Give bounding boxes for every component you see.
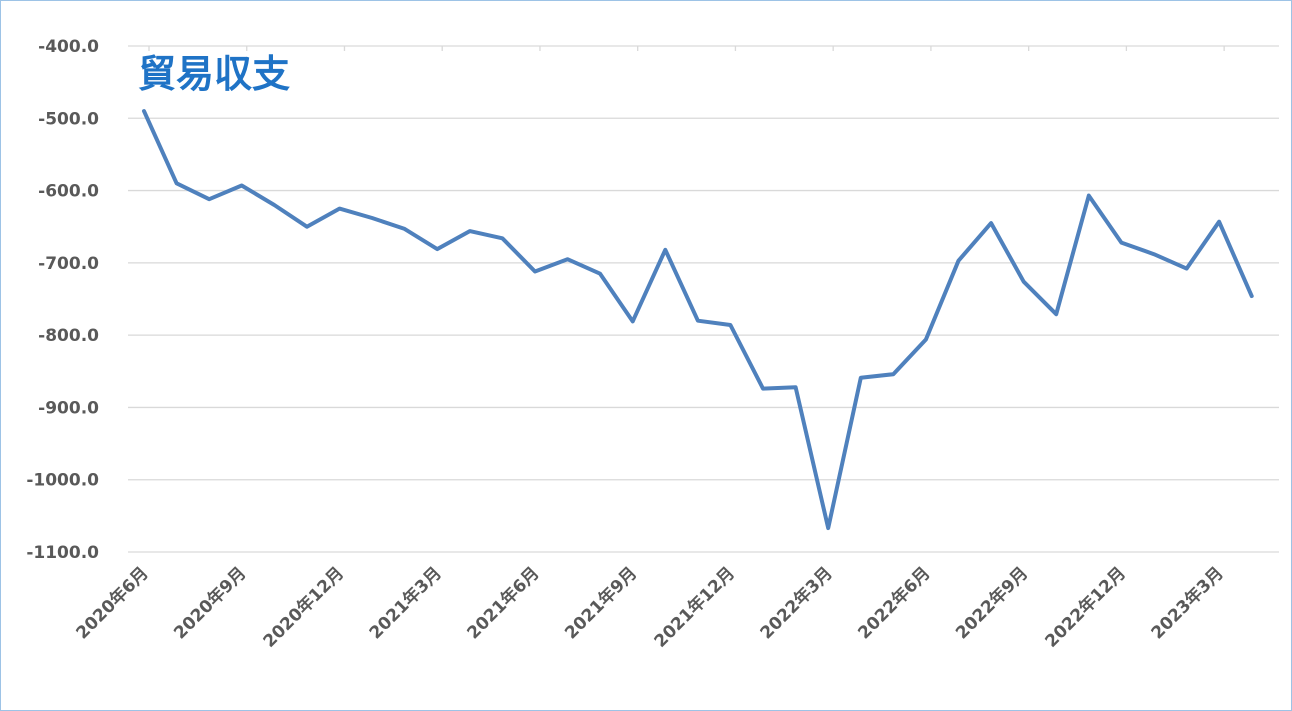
x-axis-ticks: 2020年6月 2020年9月 2020年12月 2021年3月 2021年6月 2021… [72, 563, 1228, 652]
data-point [305, 225, 309, 229]
data-point [957, 259, 960, 263]
data-point [728, 323, 732, 327]
data-point [207, 197, 211, 201]
data-point [566, 257, 569, 261]
data-point [1152, 252, 1156, 256]
y-tick-label: -900.0 [38, 398, 99, 418]
x-tick-label: 2020年6月 [72, 563, 153, 644]
data-point [989, 221, 993, 225]
x-tick-label: 2020年9月 [170, 563, 251, 644]
y-tick-label: -800.0 [38, 326, 99, 346]
data-point [1250, 294, 1254, 298]
data-point [1185, 267, 1189, 271]
series-line [142, 109, 1254, 531]
y-tick-label: -600.0 [38, 182, 99, 202]
data-point [696, 319, 700, 323]
data-point [891, 372, 895, 376]
x-tick-label: 2021年6月 [463, 563, 544, 644]
x-tick-label: 2022年12月 [1041, 563, 1130, 652]
data-point [1054, 312, 1058, 316]
y-tick-label: -700.0 [38, 254, 99, 274]
data-point [761, 387, 765, 391]
x-tick-label: 2022年9月 [951, 563, 1032, 644]
data-point [370, 216, 374, 220]
y-tick-label: -400.0 [38, 37, 99, 57]
x-tick-label: 2022年3月 [756, 563, 837, 644]
data-point [859, 376, 863, 380]
gridlines [128, 45, 1279, 553]
data-point [338, 207, 341, 211]
data-point [663, 248, 667, 252]
data-point [175, 181, 179, 185]
data-point [1022, 280, 1026, 284]
data-point [500, 236, 504, 240]
data-point [142, 109, 146, 113]
data-point [240, 184, 244, 187]
x-tick-label: 2021年12月 [650, 563, 739, 652]
data-point [924, 338, 928, 341]
data-point [631, 319, 635, 323]
data-point [435, 247, 439, 251]
x-tick-label: 2021年9月 [561, 563, 642, 644]
data-point [1087, 194, 1091, 198]
y-axis-ticks: -400.0 -500.0 -600.0 -700.0 -800.0 -900.0 -100… [26, 37, 99, 563]
data-point [794, 385, 798, 389]
data-point [1119, 241, 1123, 245]
data-point [1217, 220, 1221, 224]
data-point [826, 526, 830, 530]
data-point [272, 203, 276, 207]
x-tick-label: 2022年6月 [854, 563, 935, 644]
data-point [468, 229, 472, 233]
x-tick-label: 2023年3月 [1147, 563, 1228, 644]
y-tick-label: -1000.0 [26, 471, 99, 491]
chart-title: 貿易収支 [138, 52, 290, 96]
y-tick-label: -1100.0 [26, 543, 99, 563]
data-point [533, 270, 537, 273]
x-tick-label: 2020年12月 [259, 563, 348, 652]
data-point [403, 227, 407, 231]
y-tick-label: -500.0 [38, 109, 99, 129]
data-point [598, 272, 602, 276]
x-tick-label: 2021年3月 [365, 563, 446, 644]
